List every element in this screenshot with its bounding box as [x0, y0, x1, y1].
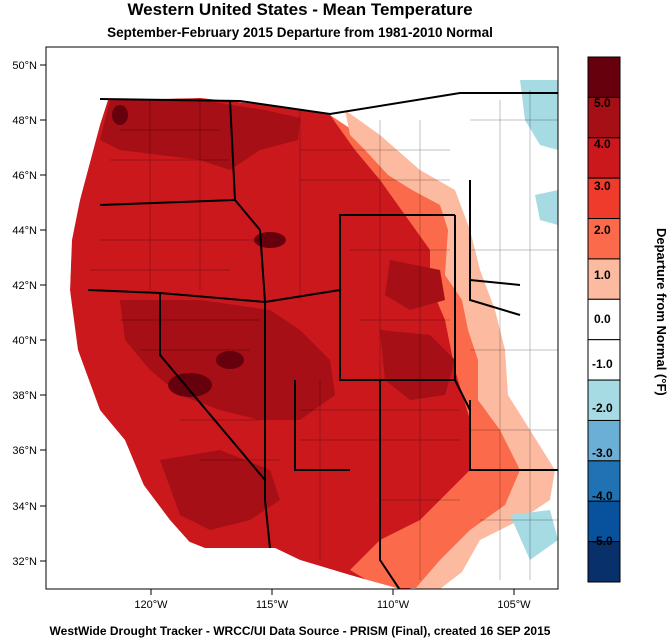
latitude-axis: [40, 64, 46, 562]
colorbar-label: 4.0: [594, 137, 611, 151]
canada-border: [99, 92, 558, 116]
anomaly-region-4to5-colorado: [380, 330, 455, 400]
anomaly-peak-puget: [112, 105, 128, 125]
anomaly-cool-south-dakota: [535, 190, 558, 225]
border-wa-or: [99, 199, 236, 206]
border-ut-co: [339, 290, 455, 381]
colorbar-label: 1.0: [594, 268, 611, 282]
colorbar-label: -1.0: [592, 357, 613, 371]
anomaly-peak-nevada: [216, 351, 244, 369]
colorbar-swatch: [587, 541, 621, 583]
lat-label: 44°N: [12, 225, 37, 237]
border-ne-ks: [469, 279, 521, 286]
canada-region: [46, 47, 558, 100]
colorbar-title: Departure from Normal (°F): [654, 228, 669, 396]
lat-label: 32°N: [12, 556, 37, 568]
lat-label: 38°N: [12, 390, 37, 402]
colorbar-swatch: [587, 339, 621, 381]
longitude-axis: [150, 589, 515, 595]
map-footer: WestWide Drought Tracker - WRCC/UI Data …: [49, 624, 551, 638]
county-borders: [90, 90, 558, 580]
colorbar-swatch: [587, 56, 621, 98]
lat-label: 42°N: [12, 280, 37, 292]
border-ca-nv: [159, 293, 266, 481]
colorbar-label: -2.0: [592, 401, 613, 415]
anomaly-region-4to5-wyoming: [385, 260, 445, 310]
map-title: Western United States - Mean Temperature: [127, 0, 473, 19]
anomaly-peak-sierra: [168, 373, 212, 397]
colorbar-label: 5.0: [594, 96, 611, 110]
colorbar-swatch: [587, 379, 621, 421]
lat-label: 40°N: [12, 335, 37, 347]
colorbar: [587, 56, 621, 583]
map-subtitle: September-February 2015 Departure from 1…: [107, 25, 493, 40]
colorbar-swatch: [587, 218, 621, 260]
border-wy-co-ne: [454, 215, 471, 411]
lon-label: 120°W: [134, 599, 168, 611]
lat-label: 50°N: [12, 60, 37, 72]
pacific-ocean: [46, 47, 210, 589]
latitude-labels: 50°N 48°N 46°N 44°N 42°N 40°N 38°N 36°N …: [12, 60, 37, 568]
colorbar-label: 0.0: [594, 312, 611, 326]
colorbar-swatch: [587, 460, 621, 502]
lon-label: 110°W: [377, 599, 410, 611]
border-nv-ut-az: [264, 302, 271, 549]
border-ut-az: [294, 380, 350, 471]
colorbar-labels: 5.0 4.0 3.0 2.0 1.0 0.0 -1.0 -2.0 -3.0 -…: [592, 96, 613, 548]
lat-label: 36°N: [12, 445, 37, 457]
colorbar-label: 2.0: [594, 223, 611, 237]
anomaly-peak-snake-river: [254, 232, 286, 248]
anomaly-region-1to2: [345, 110, 555, 589]
border-id-wy: [264, 214, 455, 303]
colorbar-swatch: [587, 298, 621, 341]
colorbar-label: 3.0: [594, 179, 611, 193]
lon-label: 105°W: [497, 599, 531, 611]
temperature-departure-field: [46, 47, 558, 589]
lat-label: 46°N: [12, 170, 37, 182]
colorbar-swatch: [587, 96, 621, 139]
anomaly-region-4to5-south: [160, 450, 280, 530]
longitude-labels: 120°W 115°W 110°W 105°W: [134, 599, 531, 611]
colorbar-label: -3.0: [592, 446, 613, 460]
lon-label: 115°W: [256, 599, 289, 611]
lat-label: 34°N: [12, 501, 37, 513]
border-wa-id-or: [229, 99, 266, 303]
anomaly-cool-texas: [510, 510, 558, 560]
anomaly-cool-north-dakota: [520, 80, 558, 150]
colorbar-label: -4.0: [592, 489, 613, 503]
lat-label: 48°N: [12, 115, 37, 127]
border-sd-ne: [469, 180, 521, 316]
map-frame: [45, 46, 559, 590]
mexico-region: [195, 548, 400, 589]
colorbar-swatch: [587, 500, 621, 543]
colorbar-label: -5.0: [592, 534, 613, 548]
